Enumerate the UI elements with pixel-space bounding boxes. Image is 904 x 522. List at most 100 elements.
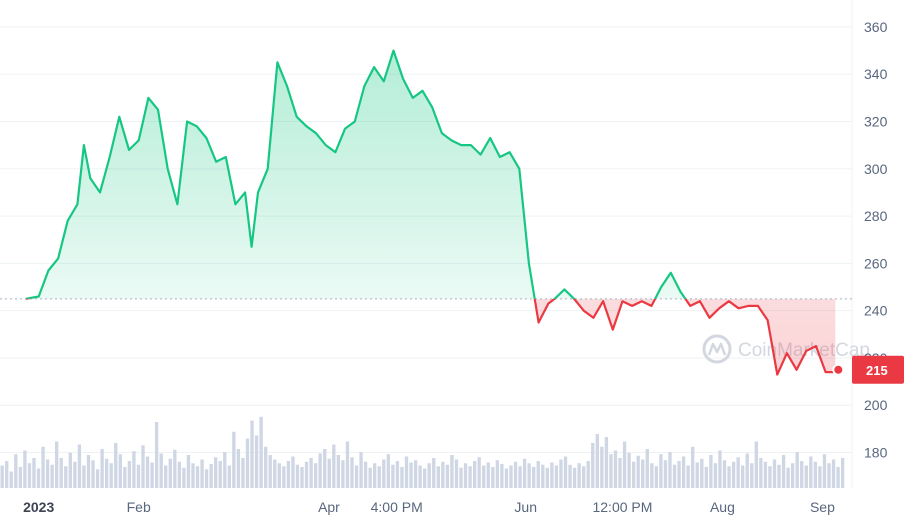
volume-bar [745, 453, 749, 488]
volume-bar [68, 452, 72, 488]
volume-bar [768, 466, 772, 488]
volume-bar [477, 457, 481, 488]
volume-bar [341, 460, 345, 488]
volume-bar [59, 458, 63, 488]
volume-bar [5, 461, 9, 488]
volume-bar [486, 462, 490, 488]
volume-bar [681, 456, 686, 488]
volume-bar [472, 461, 477, 488]
volume-bar [50, 464, 54, 488]
volume-bar [304, 461, 309, 488]
x-tick-label: Aug [710, 499, 735, 515]
volume-bar [350, 457, 354, 488]
volume-bar [218, 461, 222, 488]
volume-bar [668, 452, 672, 488]
volume-bar [214, 457, 218, 488]
volume-bar [164, 465, 168, 488]
volume-bar [423, 468, 427, 488]
volume-bar [186, 455, 191, 488]
price-line [25, 49, 836, 376]
volume-bar [386, 454, 390, 488]
volume-bar [582, 466, 586, 488]
volume-bar [563, 456, 568, 488]
volume-bar [395, 461, 400, 488]
volume-bar [836, 467, 840, 488]
volume-bar [659, 454, 663, 488]
volume-bar [786, 467, 790, 488]
volume-bar [432, 458, 436, 488]
x-tick-label: Sep [810, 499, 835, 515]
volume-bar [554, 465, 559, 488]
volume-bar [177, 461, 182, 488]
volume-bar [159, 453, 163, 488]
volume-bar [713, 463, 718, 488]
volume-bar [545, 467, 550, 488]
volume-bar [209, 464, 213, 488]
volume-bar [541, 464, 545, 488]
x-tick-label: Jun [514, 499, 537, 515]
volume-bar [268, 455, 272, 488]
price-line-up [25, 49, 687, 299]
volume-bar [795, 452, 799, 488]
volume-bar [23, 450, 27, 488]
volume-bar [400, 467, 404, 488]
volume-bar [672, 464, 677, 488]
volume-bar [323, 449, 327, 488]
volume-bar [504, 468, 509, 488]
volume-bar [236, 449, 241, 488]
volume-bar [254, 435, 259, 488]
y-tick-label: 260 [864, 255, 888, 271]
volume-bar [413, 460, 418, 488]
volume-bar [500, 464, 504, 488]
volume-bar [650, 463, 654, 488]
volume-bar [509, 465, 513, 488]
volume-bar [27, 463, 32, 488]
volume-bar [150, 462, 154, 488]
volume-bar [250, 420, 254, 488]
volume-bar [245, 438, 250, 488]
volume-bar [282, 466, 286, 488]
volume-bar [427, 463, 431, 488]
volume-bar [418, 465, 422, 488]
volume-bar [763, 461, 768, 488]
volume-bar [772, 459, 777, 488]
volume-bar [613, 450, 618, 488]
volume-bar [586, 461, 590, 488]
volume-bar [645, 449, 649, 488]
volume-bar [200, 459, 204, 488]
volume-bar [154, 422, 159, 488]
volume-bar [127, 461, 132, 488]
volume-bar [91, 460, 95, 488]
volume-bar [568, 464, 572, 488]
volume-bar [809, 456, 813, 488]
volume-bar [454, 459, 459, 488]
volume-bar [291, 456, 295, 488]
volume-bar [468, 466, 472, 488]
x-axis-ticks: 2023 Feb Apr 4:00 PM Jun 12:00 PM Aug Sep [23, 499, 835, 515]
volume-bar [345, 441, 350, 488]
volume-bar [145, 456, 150, 488]
volume-bar [513, 461, 518, 488]
y-tick-label: 240 [864, 303, 888, 319]
volume-bar [718, 450, 722, 488]
y-tick-label: 200 [864, 397, 888, 413]
volume-bar [382, 459, 386, 488]
volume-bar [104, 458, 109, 488]
volume-bar [604, 437, 609, 488]
volume-bar [118, 454, 122, 488]
volume-bar [709, 455, 713, 488]
volume-bar [459, 467, 463, 488]
volume-bar [677, 461, 681, 488]
volume-bar [572, 467, 577, 488]
y-axis-ticks: 180200220240260280300320340360 [864, 19, 888, 461]
volume-bar [482, 465, 486, 488]
x-tick-label: 2023 [23, 499, 54, 515]
volume-bar [654, 466, 659, 488]
volume-bar [686, 465, 690, 488]
volume-bar [532, 467, 536, 488]
volume-bar [831, 459, 836, 488]
volume-bar [741, 465, 745, 488]
volume-bar [114, 443, 118, 488]
volume-bar [813, 461, 818, 488]
volume-bar [750, 463, 754, 488]
